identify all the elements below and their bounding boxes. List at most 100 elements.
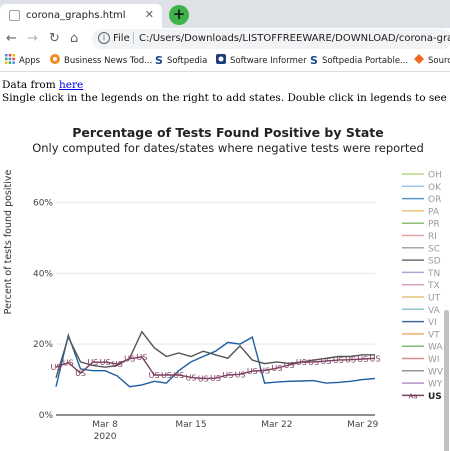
data-point-label: US xyxy=(235,370,246,379)
forward-arrow-icon[interactable]: → xyxy=(27,31,38,46)
y-axis-label: Percent of tests found positive xyxy=(3,170,14,315)
data-source-line: Data from here xyxy=(2,79,83,91)
legend-item-va[interactable]: VA xyxy=(402,306,441,316)
bookmark-softpedia-portable[interactable]: S Softpedia Portable... xyxy=(310,54,408,67)
data-point-label: US xyxy=(333,356,344,365)
data-point-label: US xyxy=(87,358,98,367)
legend-label: VI xyxy=(428,318,437,328)
bookmark-apps[interactable]: Apps xyxy=(5,54,40,67)
legend-sample-text: Aa xyxy=(408,392,417,400)
data-point-label: US xyxy=(75,369,86,378)
browser-toolbar: ← → ↻ ⌂ i File C:/Users/Downloads/LISTOF… xyxy=(0,28,450,50)
legend-label: WI xyxy=(428,355,440,365)
url-text[interactable]: C:/Users/Downloads/LISTOFFREEWARE/DOWNLO… xyxy=(139,33,450,44)
data-point-label: US xyxy=(370,354,381,363)
legend-item-vi[interactable]: VI xyxy=(402,318,437,328)
home-icon[interactable]: ⌂ xyxy=(70,31,79,46)
legend-item-ri[interactable]: RI xyxy=(402,232,437,242)
data-point-label: US xyxy=(345,356,356,365)
address-bar[interactable]: i File C:/Users/Downloads/LISTOFFREEWARE… xyxy=(92,29,450,49)
tab-title: corona_graphs.html xyxy=(26,10,126,21)
software-informer-icon xyxy=(216,54,226,67)
url-separator xyxy=(133,32,134,44)
legend-label: WA xyxy=(428,343,443,353)
tab-strip: corona_graphs.html ✕ + xyxy=(0,0,450,28)
legend-scrollbar[interactable] xyxy=(444,310,449,451)
back-arrow-icon[interactable]: ← xyxy=(6,31,17,46)
legend-item-us[interactable]: Aa US xyxy=(402,392,442,402)
data-point-label: US xyxy=(136,353,147,362)
bookmark-softpedia[interactable]: S Softpedia xyxy=(155,54,207,67)
site-info-icon[interactable]: i xyxy=(98,32,110,44)
data-point-label: US xyxy=(161,371,172,380)
legend-label: PR xyxy=(428,220,440,230)
y-tick-label: 60% xyxy=(33,198,53,208)
legend-item-or[interactable]: OR xyxy=(402,195,441,205)
x-tick-labels: Mar 8 Mar 15 Mar 22 Mar 29 2020 xyxy=(92,420,378,442)
url-scheme-label: File xyxy=(113,33,130,44)
legend-item-tx[interactable]: TX xyxy=(402,281,440,291)
legend-label: VA xyxy=(428,306,441,316)
bookmark-business-news[interactable]: Business News Tod... xyxy=(50,54,152,67)
data-point-label: US xyxy=(296,358,307,367)
legend[interactable]: OH OK OR PA PR RI SC SD TN TX UT VA VI VT WA WI WV WY Aa US xyxy=(402,171,444,402)
x-tick-year: 2020 xyxy=(94,432,117,442)
y-tick-label: 40% xyxy=(33,269,53,279)
bookmark-label: Apps xyxy=(19,56,41,66)
legend-label: RI xyxy=(428,232,437,242)
bookmark-sourceforge[interactable]: Sourc xyxy=(414,54,450,67)
legend-label: SD xyxy=(428,257,441,267)
chart-title: Percentage of Tests Found Positive by St… xyxy=(72,125,383,140)
legend-label: WY xyxy=(428,380,443,390)
data-point-label: US xyxy=(112,360,123,369)
series-line xyxy=(55,332,376,388)
legend-item-ut[interactable]: UT xyxy=(402,294,441,304)
legend-item-oh[interactable]: OH xyxy=(402,171,442,181)
legend-label: US xyxy=(428,392,442,402)
data-point-label: US xyxy=(124,355,135,364)
legend-item-tn[interactable]: TN xyxy=(402,269,440,279)
legend-item-pr[interactable]: PR xyxy=(402,220,440,230)
data-point-label: US xyxy=(271,364,282,373)
bookmark-label: Software Informer xyxy=(230,56,307,66)
series-line xyxy=(55,356,376,380)
legend-item-wa[interactable]: WA xyxy=(402,343,443,353)
new-tab-button[interactable]: + xyxy=(169,5,189,25)
legend-item-vt[interactable]: VT xyxy=(402,330,440,340)
legend-label: WV xyxy=(428,367,444,377)
data-point-label: US xyxy=(100,358,111,367)
tab-corona-graphs[interactable]: corona_graphs.html ✕ xyxy=(0,4,162,28)
legend-label: TX xyxy=(427,281,440,291)
legend-label: SC xyxy=(428,244,440,254)
legend-item-sc[interactable]: SC xyxy=(402,244,440,254)
legend-label: TN xyxy=(427,269,440,279)
legend-item-pa[interactable]: PA xyxy=(402,207,440,217)
tab-close-icon[interactable]: ✕ xyxy=(144,8,154,21)
page-content: Data from here Single click in the legen… xyxy=(0,72,450,451)
sourceforge-diamond-icon xyxy=(414,54,424,67)
bookmark-software-informer[interactable]: Software Informer xyxy=(216,54,307,67)
x-tick-label: Mar 29 xyxy=(347,420,379,430)
gridlines xyxy=(56,201,375,416)
data-point-label: US xyxy=(149,371,160,380)
legend-item-wi[interactable]: WI xyxy=(402,355,440,365)
legend-label: OR xyxy=(428,195,441,205)
legend-item-wv[interactable]: WV xyxy=(402,367,444,377)
browser-chrome: corona_graphs.html ✕ + ← → ↻ ⌂ i File C:… xyxy=(0,0,450,72)
softpedia-s-icon: S xyxy=(155,54,163,67)
bookmark-label: Softpedia Portable... xyxy=(321,56,409,66)
bookmark-label: Softpedia xyxy=(166,56,208,66)
legend-item-wy[interactable]: WY xyxy=(402,380,443,390)
data-point-label: US xyxy=(173,371,184,380)
x-tick-label: Mar 8 xyxy=(92,420,118,430)
legend-label: OH xyxy=(428,171,442,181)
series-line xyxy=(55,330,375,379)
data-source-link[interactable]: here xyxy=(59,79,84,91)
data-point-label: US xyxy=(357,355,368,364)
reload-icon[interactable]: ↻ xyxy=(49,31,60,46)
legend-item-ok[interactable]: OK xyxy=(402,183,442,193)
data-point-label: US xyxy=(247,367,258,376)
legend-item-sd[interactable]: SD xyxy=(402,257,441,267)
bookmark-label: Sourc xyxy=(428,56,450,66)
